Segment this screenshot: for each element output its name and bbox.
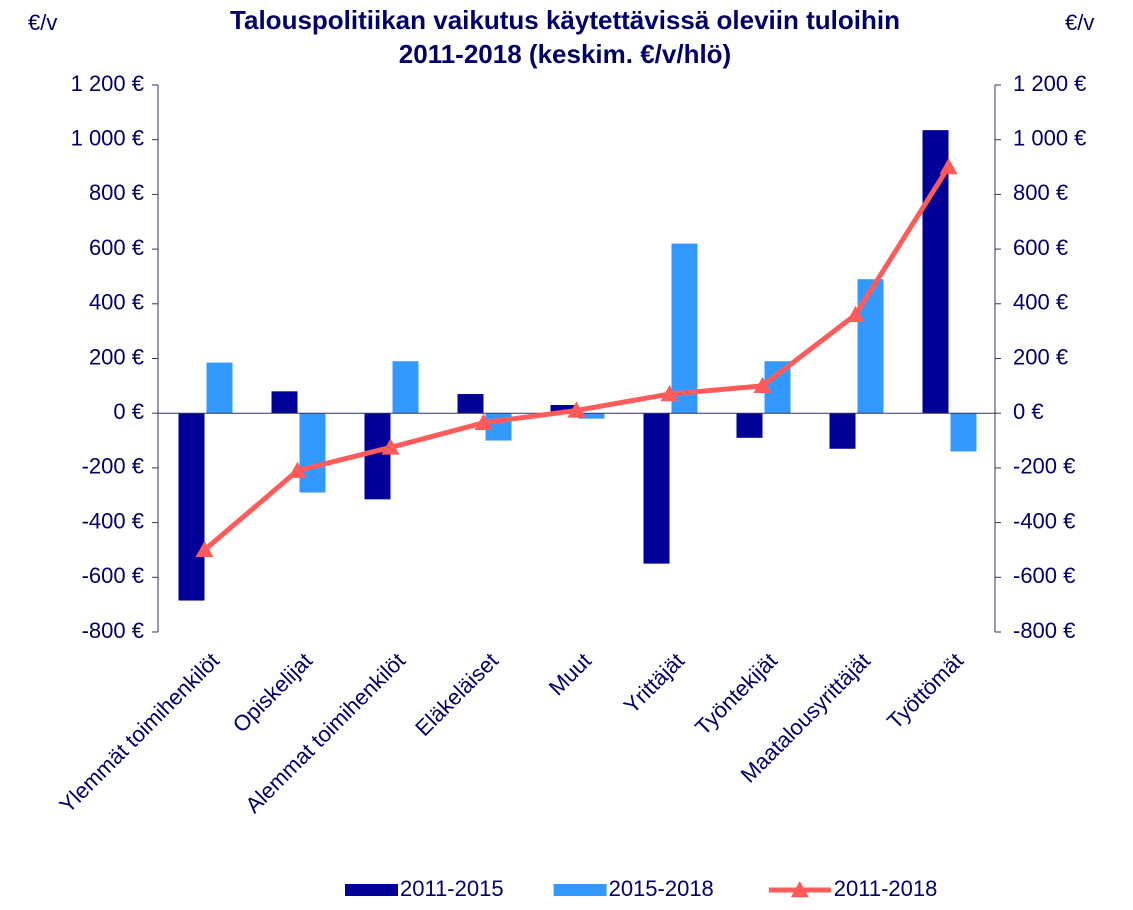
y-tick-label: 0 € xyxy=(113,399,144,424)
y2-tick-label: 200 € xyxy=(1013,344,1068,369)
bar xyxy=(578,413,605,419)
y2-tick-label: -200 € xyxy=(1013,454,1075,479)
bar xyxy=(736,413,763,438)
legend-swatch xyxy=(345,884,398,896)
y-tick-label: 200 € xyxy=(89,344,144,369)
y2-axis-label: €/v xyxy=(1065,10,1094,35)
x-tick-label: Yrittäjät xyxy=(619,648,689,718)
y2-tick-label: -600 € xyxy=(1013,563,1075,588)
y-tick-label: -600 € xyxy=(82,563,144,588)
chart-title: 2011-2018 (keskim. €/v/hlö) xyxy=(399,39,731,69)
bar xyxy=(550,404,577,414)
legend-label: 2011-2015 xyxy=(400,876,504,901)
line-marker xyxy=(381,438,400,455)
bar xyxy=(857,279,884,414)
line-marker xyxy=(567,401,586,418)
line-marker xyxy=(195,540,214,558)
bar xyxy=(206,362,233,414)
bar xyxy=(178,413,205,601)
line-marker xyxy=(288,461,307,478)
line-marker xyxy=(660,385,679,402)
bar xyxy=(950,413,977,452)
y-tick-label: -200 € xyxy=(82,454,144,479)
bar xyxy=(643,413,670,564)
y2-tick-label: 800 € xyxy=(1013,180,1068,205)
y-tick-label: 600 € xyxy=(89,235,144,260)
bar xyxy=(364,413,391,500)
line-marker xyxy=(474,413,493,430)
x-tick-label: Ylemmät toimihenkilöt xyxy=(54,648,224,818)
x-tick-label: Työttömät xyxy=(882,648,968,734)
y-axis-label: €/v xyxy=(28,10,57,35)
x-tick-label: Eläkeläiset xyxy=(410,648,503,741)
bar xyxy=(671,243,698,414)
y-tick-label: 400 € xyxy=(89,290,144,315)
y-tick-label: -400 € xyxy=(82,508,144,533)
bar xyxy=(829,413,856,449)
y2-tick-label: 0 € xyxy=(1013,399,1044,424)
line-marker xyxy=(846,305,865,322)
legend-label: 2015-2018 xyxy=(609,876,714,901)
y-tick-label: 1 000 € xyxy=(71,126,144,151)
y2-tick-label: -800 € xyxy=(1013,618,1075,643)
legend-swatch xyxy=(553,884,607,896)
legend-label: 2011-2018 xyxy=(834,876,938,901)
line-marker xyxy=(939,158,958,175)
y2-tick-label: -400 € xyxy=(1013,508,1075,533)
y2-tick-label: 400 € xyxy=(1013,290,1068,315)
x-tick-label: Muut xyxy=(544,648,596,700)
x-tick-label: Alemmat toimihenkilöt xyxy=(240,648,410,818)
bar xyxy=(299,413,326,493)
x-tick-label: Opiskelijat xyxy=(228,648,317,737)
chart-title: Talouspolitiikan vaikutus käytettävissä … xyxy=(230,5,900,35)
bar xyxy=(271,391,298,414)
y2-tick-label: 600 € xyxy=(1013,235,1068,260)
legend-swatch xyxy=(790,881,809,898)
bar xyxy=(392,361,419,414)
y-tick-label: 1 200 € xyxy=(71,71,144,96)
y-tick-label: -800 € xyxy=(82,618,144,643)
x-tick-label: Työntekijät xyxy=(690,648,782,740)
y2-tick-label: 1 000 € xyxy=(1013,126,1086,151)
y2-tick-label: 1 200 € xyxy=(1013,71,1086,96)
bar xyxy=(457,394,484,414)
y-tick-label: 800 € xyxy=(89,180,144,205)
line-marker xyxy=(753,376,772,394)
